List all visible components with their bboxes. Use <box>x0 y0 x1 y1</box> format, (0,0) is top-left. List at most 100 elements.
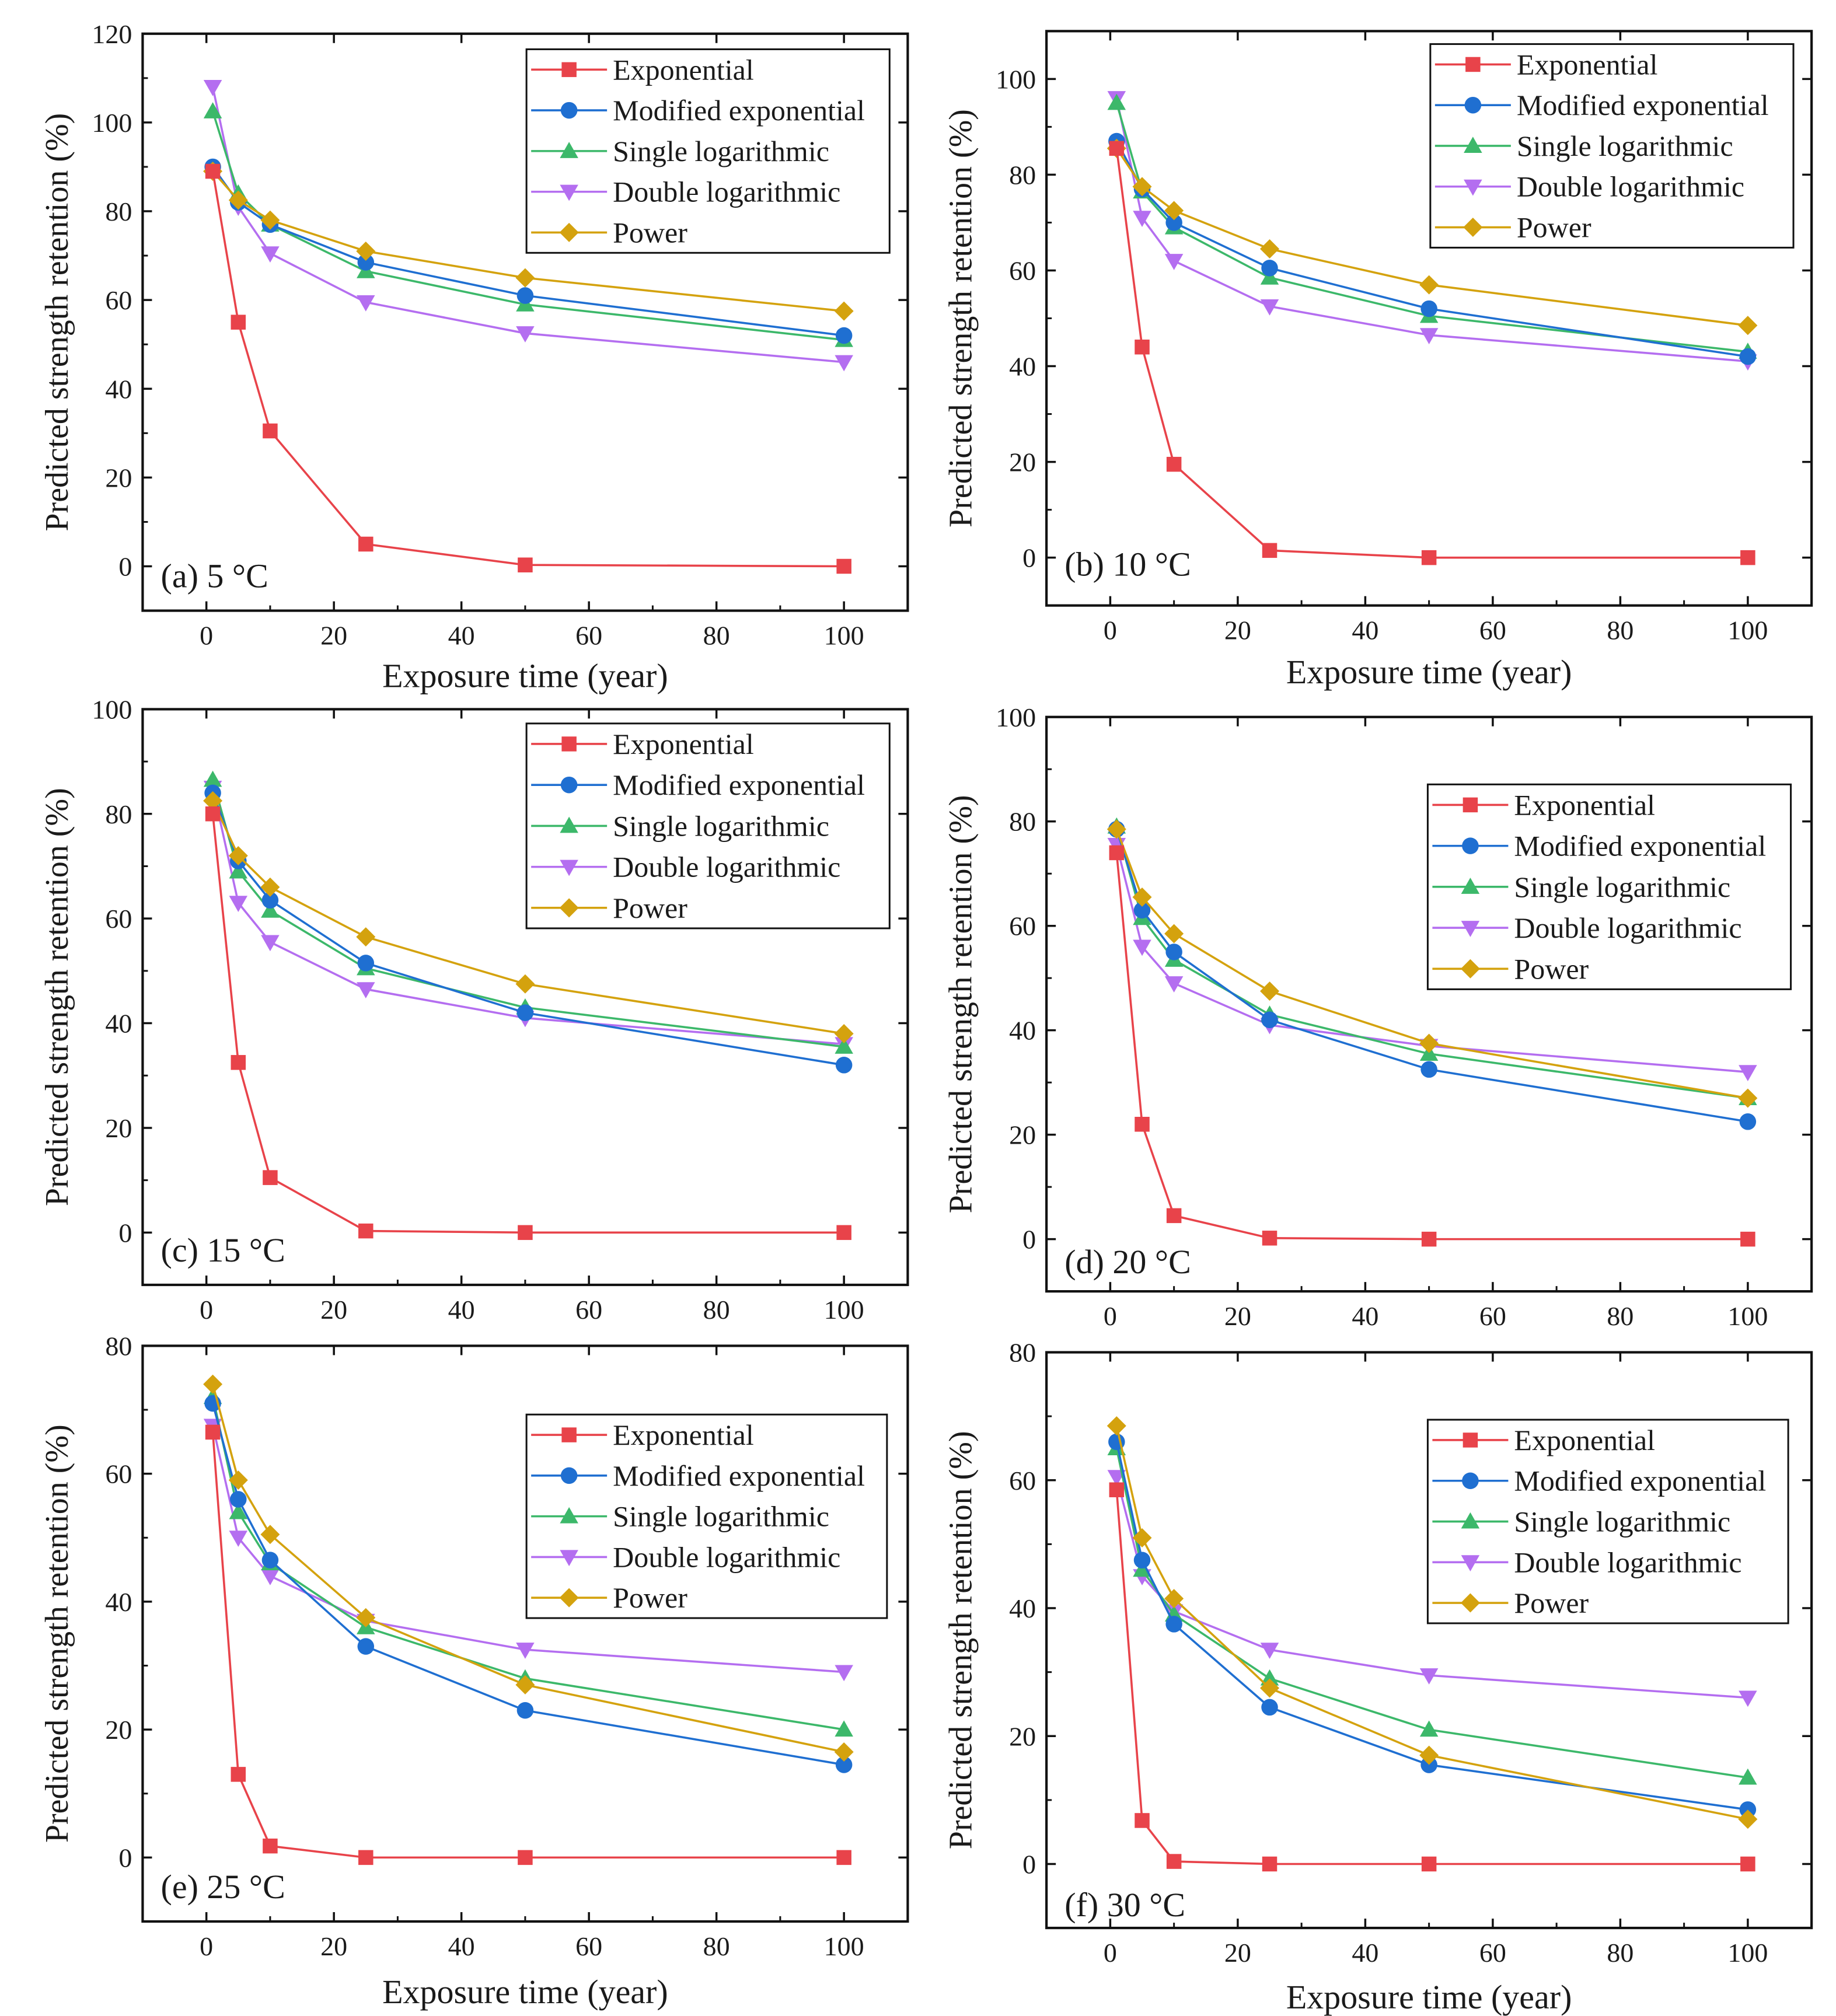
data-point-power <box>1419 275 1439 295</box>
data-point-modified-exponential <box>357 254 375 271</box>
data-point-power <box>1107 819 1126 839</box>
x-axis-title: Exposure time (year) <box>1286 653 1572 691</box>
y-axis-title: Predicted strength retention (%) <box>943 109 979 527</box>
legend-label-modified-exponential: Modified exponential <box>613 768 865 801</box>
legend-box <box>1429 43 1795 249</box>
data-point-power <box>834 1023 854 1043</box>
data-point-modified-exponential <box>516 287 534 304</box>
data-point-single-logarithmic <box>1739 1768 1757 1785</box>
x-tick-label: 20 <box>1224 1938 1251 1968</box>
y-tick-label: 40 <box>1009 1594 1036 1623</box>
x-tick-label: 100 <box>1727 1301 1768 1331</box>
legend-marker-single-logarithmic <box>1464 137 1482 153</box>
legend-label-double-logarithmic: Double logarithmic <box>613 851 840 883</box>
data-point-exponential <box>1740 1231 1755 1247</box>
data-point-power <box>834 301 854 321</box>
legend-marker-double-logarithmic <box>560 1550 578 1567</box>
y-tick-label: 20 <box>1009 1120 1036 1150</box>
data-point-modified-exponential <box>1739 348 1757 365</box>
data-point-exponential <box>518 1225 533 1241</box>
data-point-double-logarithmic <box>835 355 853 372</box>
data-point-exponential <box>1135 1117 1150 1132</box>
y-tick-label: 0 <box>1022 543 1036 573</box>
y-tick-label: 120 <box>92 19 132 49</box>
x-tick-label: 40 <box>448 621 475 651</box>
y-tick-label: 0 <box>118 1218 132 1248</box>
data-point-exponential <box>1262 543 1277 558</box>
data-point-double-logarithmic <box>1260 1643 1279 1659</box>
data-point-single-logarithmic <box>835 1720 853 1737</box>
data-point-modified-exponential <box>357 955 375 972</box>
legend-marker-exponential <box>561 1427 577 1442</box>
data-point-single-logarithmic <box>1107 93 1126 110</box>
series-line-single-logarithmic <box>211 111 844 341</box>
y-tick-label: 100 <box>996 64 1036 94</box>
legend-marker-power <box>559 1588 579 1608</box>
data-point-exponential <box>1109 1482 1125 1497</box>
x-tick-label: 80 <box>1607 1938 1633 1968</box>
data-point-power <box>203 791 223 810</box>
data-point-exponential <box>358 1223 374 1239</box>
x-tick-label: 100 <box>1727 1938 1768 1968</box>
data-point-power <box>1164 1589 1184 1609</box>
series-line-double-logarithmic <box>1115 844 1748 1074</box>
data-point-double-logarithmic <box>1260 299 1279 316</box>
data-point-double-logarithmic <box>357 982 375 999</box>
data-point-exponential <box>358 1850 374 1865</box>
data-point-exponential <box>1166 456 1182 472</box>
series-line-power <box>1115 829 1748 1099</box>
data-point-double-logarithmic <box>1739 1690 1757 1707</box>
data-point-single-logarithmic <box>835 1037 853 1054</box>
legend-marker-modified-exponential <box>560 1467 578 1484</box>
data-point-modified-exponential <box>1261 1699 1278 1716</box>
legend-label-double-logarithmic: Double logarithmic <box>1514 911 1741 944</box>
legend-label-modified-exponential: Modified exponential <box>1514 1465 1766 1497</box>
data-point-power <box>1164 201 1184 221</box>
data-point-double-logarithmic <box>203 80 222 96</box>
legend-label-power: Power <box>613 1581 687 1614</box>
x-tick-label: 100 <box>1727 616 1768 645</box>
data-point-modified-exponential <box>1420 1061 1437 1078</box>
legend-label-single-logarithmic: Single logarithmic <box>613 1500 829 1533</box>
data-point-single-logarithmic <box>1133 1560 1151 1577</box>
legend-marker-double-logarithmic <box>1464 179 1482 196</box>
data-point-double-logarithmic <box>261 1569 280 1585</box>
series-line-single-logarithmic <box>1115 102 1748 353</box>
data-point-exponential <box>1740 1856 1755 1872</box>
panel-e: 0 20 40 60 80 100 0 20 40 60 80 Predicted strength … <box>39 1331 909 2011</box>
legend-marker-modified-exponential <box>1462 837 1479 854</box>
data-point-modified-exponential <box>1739 1113 1757 1130</box>
x-tick-label: 0 <box>200 621 213 651</box>
x-tick-label: 20 <box>320 1295 347 1325</box>
data-point-double-logarithmic <box>516 326 535 343</box>
x-tick-label: 40 <box>448 1931 475 1961</box>
y-tick-label: 20 <box>105 1113 132 1143</box>
data-point-exponential <box>231 1055 246 1070</box>
y-tick-label: 0 <box>118 552 132 582</box>
x-tick-label: 60 <box>1479 1301 1506 1331</box>
x-tick-label: 0 <box>1104 1301 1117 1331</box>
x-tick-label: 20 <box>1224 1301 1251 1331</box>
data-point-double-logarithmic <box>229 1531 248 1547</box>
y-tick-label: 0 <box>118 1843 132 1872</box>
legend-marker-double-logarithmic <box>560 859 578 876</box>
data-point-single-logarithmic <box>203 770 222 787</box>
data-point-exponential <box>836 1225 851 1241</box>
data-point-double-logarithmic <box>1133 939 1151 956</box>
data-point-power <box>1260 239 1280 259</box>
legend-label-single-logarithmic: Single logarithmic <box>613 809 829 842</box>
x-tick-label: 80 <box>1607 616 1633 645</box>
x-tick-label: 100 <box>824 1931 864 1961</box>
data-point-power <box>1107 1416 1126 1436</box>
legend-marker-power <box>1463 218 1483 237</box>
legend-marker-double-logarithmic <box>1461 1555 1480 1572</box>
x-tick-label: 80 <box>703 621 730 651</box>
legend-marker-single-logarithmic <box>560 816 578 833</box>
data-point-exponential <box>1421 1856 1437 1872</box>
data-point-modified-exponential <box>1133 902 1151 919</box>
x-tick-label: 40 <box>1352 1301 1378 1331</box>
data-point-double-logarithmic <box>357 295 375 312</box>
data-point-power <box>515 268 535 288</box>
legend-label-exponential: Exponential <box>1514 788 1655 821</box>
